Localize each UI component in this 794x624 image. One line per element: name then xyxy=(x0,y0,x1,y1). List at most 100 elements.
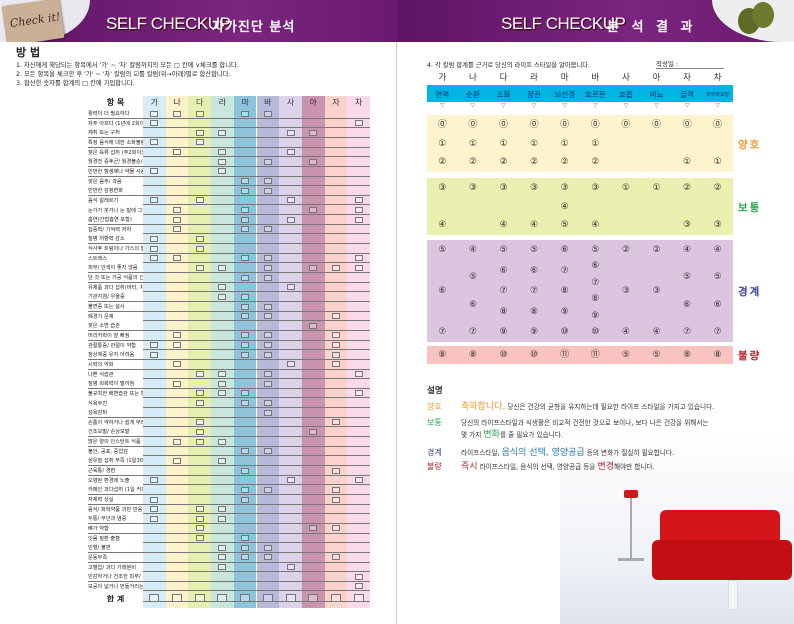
checkbox[interactable] xyxy=(241,255,250,262)
checkbox[interactable] xyxy=(195,235,204,242)
checkbox[interactable] xyxy=(150,255,159,262)
checkbox[interactable] xyxy=(150,351,159,358)
checkbox[interactable] xyxy=(195,428,204,435)
checkbox[interactable] xyxy=(173,457,182,464)
checkbox[interactable] xyxy=(331,332,340,339)
checkbox[interactable] xyxy=(173,342,182,349)
checkbox[interactable] xyxy=(331,361,340,368)
checkbox[interactable] xyxy=(241,400,250,406)
checkbox[interactable] xyxy=(263,313,272,320)
total-box[interactable] xyxy=(308,593,319,602)
checkbox[interactable] xyxy=(241,467,250,474)
checkbox[interactable] xyxy=(354,255,363,262)
checkbox[interactable] xyxy=(263,409,272,416)
checkbox[interactable] xyxy=(331,467,340,474)
checkbox[interactable] xyxy=(150,197,159,204)
checkbox[interactable] xyxy=(150,139,159,146)
checkbox[interactable] xyxy=(286,361,295,368)
checkbox[interactable] xyxy=(218,438,227,445)
checkbox[interactable] xyxy=(331,351,340,358)
checkbox[interactable] xyxy=(331,342,340,349)
checkbox[interactable] xyxy=(263,226,272,233)
checkbox[interactable] xyxy=(195,535,204,542)
checkbox[interactable] xyxy=(263,342,272,349)
checkbox[interactable] xyxy=(241,351,250,358)
checkbox[interactable] xyxy=(354,390,363,397)
checkbox[interactable] xyxy=(218,544,227,551)
checkbox[interactable] xyxy=(173,110,182,117)
checkbox[interactable] xyxy=(218,457,227,464)
checkbox[interactable] xyxy=(150,515,159,522)
checkbox[interactable] xyxy=(150,245,159,252)
checkbox[interactable] xyxy=(241,313,250,320)
checkbox[interactable] xyxy=(309,207,318,213)
checkbox[interactable] xyxy=(331,486,340,493)
checkbox[interactable] xyxy=(218,371,227,378)
checkbox[interactable] xyxy=(218,564,227,571)
checkbox[interactable] xyxy=(241,486,250,493)
checkbox[interactable] xyxy=(241,332,250,339)
checkbox[interactable] xyxy=(173,255,182,262)
checkbox[interactable] xyxy=(241,226,250,233)
checkbox[interactable] xyxy=(331,554,340,561)
checkbox[interactable] xyxy=(173,207,182,213)
checkbox[interactable] xyxy=(331,496,340,503)
checkbox[interactable] xyxy=(195,515,204,522)
checkbox[interactable] xyxy=(195,139,204,146)
checkbox[interactable] xyxy=(263,178,272,185)
checkbox[interactable] xyxy=(354,264,363,271)
checkbox[interactable] xyxy=(263,554,272,561)
checkbox[interactable] xyxy=(195,264,204,271)
checkbox[interactable] xyxy=(195,419,204,426)
checkbox[interactable] xyxy=(173,361,182,368)
checkbox[interactable] xyxy=(218,168,227,175)
checkbox[interactable] xyxy=(173,332,182,339)
total-box[interactable] xyxy=(172,593,183,602)
checkbox[interactable] xyxy=(150,168,159,175)
checkbox[interactable] xyxy=(241,187,250,194)
checkbox[interactable] xyxy=(331,419,340,426)
checkbox[interactable] xyxy=(309,322,318,329)
checkbox[interactable] xyxy=(195,390,204,397)
checkbox[interactable] xyxy=(263,158,272,165)
checkbox[interactable] xyxy=(263,303,272,310)
checkbox[interactable] xyxy=(263,448,272,455)
checkbox[interactable] xyxy=(218,554,227,561)
checkbox[interactable] xyxy=(173,226,182,233)
checkbox[interactable] xyxy=(354,207,363,213)
total-box[interactable] xyxy=(217,593,228,602)
checkbox[interactable] xyxy=(195,525,204,532)
total-box[interactable] xyxy=(330,593,341,602)
checkbox[interactable] xyxy=(218,293,227,300)
checkbox[interactable] xyxy=(195,438,204,445)
checkbox[interactable] xyxy=(354,477,363,484)
checkbox[interactable] xyxy=(331,264,340,271)
checkbox[interactable] xyxy=(263,486,272,493)
checkbox[interactable] xyxy=(241,342,250,349)
checkbox[interactable] xyxy=(241,303,250,310)
checkbox[interactable] xyxy=(218,506,227,513)
checkbox[interactable] xyxy=(241,496,250,503)
checkbox[interactable] xyxy=(218,515,227,522)
checkbox[interactable] xyxy=(263,110,272,117)
checkbox[interactable] xyxy=(150,120,159,127)
checkbox[interactable] xyxy=(241,535,250,542)
checkbox[interactable] xyxy=(263,351,272,358)
checkbox[interactable] xyxy=(218,129,227,136)
checkbox[interactable] xyxy=(354,583,363,590)
checkbox[interactable] xyxy=(173,216,182,223)
checkbox[interactable] xyxy=(309,428,318,435)
checkbox[interactable] xyxy=(241,274,250,281)
checkbox[interactable] xyxy=(241,544,250,551)
checkbox[interactable] xyxy=(241,448,250,455)
checkbox[interactable] xyxy=(331,525,340,532)
checkbox[interactable] xyxy=(195,245,204,252)
checkbox[interactable] xyxy=(354,120,363,127)
checkbox[interactable] xyxy=(218,158,227,165)
checkbox[interactable] xyxy=(354,371,363,378)
total-box[interactable] xyxy=(194,593,205,602)
checkbox[interactable] xyxy=(286,284,295,291)
checkbox[interactable] xyxy=(218,264,227,271)
checkbox[interactable] xyxy=(263,274,272,281)
checkbox[interactable] xyxy=(263,544,272,551)
